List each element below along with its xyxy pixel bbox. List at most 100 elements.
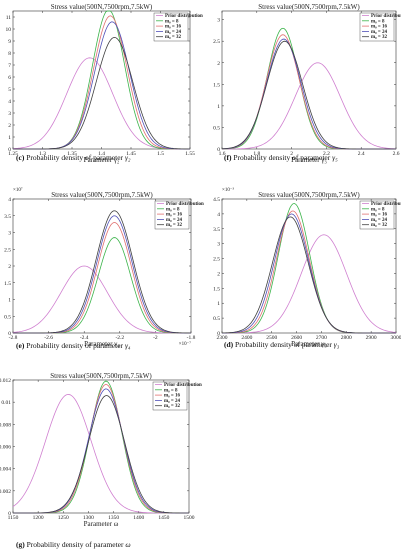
series-line [12,394,189,514]
y-tick-label: 1 [8,135,11,141]
x-tick-label: 3000 [391,335,401,341]
x-axis-label: Parameter γ₂ [84,156,120,164]
y-tick-label: 1 [217,104,220,110]
series-line [222,62,397,150]
x-tick-label: 2.6 [393,151,400,157]
legend-label: Prior distribution [166,202,204,207]
y-tick-label: 0.002 [0,489,11,495]
x-exponent: ×10⁻⁷ [179,341,191,347]
y-tick-label: 2.5 [213,39,220,45]
y-tick-label: 0 [8,147,11,153]
chart-title: Stress value(500N,7500rpm,7.5kW) [50,372,152,380]
x-tick-label: -2.8 [9,335,18,341]
y-tick-label: 2 [8,123,11,129]
y-tick-label: 3.5 [4,214,11,220]
x-tick-label: 2.4 [358,151,365,157]
legend-box [154,200,190,230]
chart-title: Stress value(500N,7500rpm,7.5kW) [51,3,153,11]
x-tick-label: 2 [290,151,293,157]
panel-caption: (c) Probability density of parameter γ₂ [16,153,131,162]
panel-caption: (d) Probability density of parameter γ₃ [224,340,340,349]
y-tick-label: 10 [6,27,12,33]
x-tick-label: 1.45 [126,151,136,157]
chart-panel: Stress value(500N,7500rpm,7.5kW) 1.25 1.3 1… [6,3,204,164]
legend-label: m₀ = 24 [164,399,181,404]
legend-label: m₀ = 16 [165,25,182,30]
y-tick-label: 2 [217,61,220,67]
x-tick-label: -2.2 [115,335,124,341]
series-line [13,237,191,334]
panel-caption: (e) Probability density of parameter γ₄ [16,341,131,350]
y-tick-label: 3 [217,242,220,248]
x-tick-label: 2600 [291,335,302,341]
y-tick-label: 3 [8,231,11,237]
x-tick-label: 1250 [58,515,69,521]
y-tick-label: 2 [8,264,11,270]
legend-label: m₀ = 32 [164,404,181,409]
x-tick-label: 1150 [8,515,19,521]
legend-label: m₀ = 24 [165,30,182,35]
y-tick-label: 7 [8,63,11,69]
y-tick-label: 0 [8,331,11,337]
plot-frame [221,10,397,150]
series-line [221,40,396,150]
panel-caption: (g) Probability density of parameter ω [16,540,131,549]
y-tick-label: 4 [8,197,11,203]
x-tick-label: -2 [153,335,158,341]
chart-panel: Stress value(500N,7500rpm,7.5kW) 2300 2400… [213,153,401,348]
legend-label: m₀ = 8 [371,19,385,24]
x-tick-label: -2.6 [44,335,53,341]
legend-label: m₀ = 32 [371,223,388,228]
x-tick-label: 1.8 [253,151,260,157]
series-line [13,215,191,334]
x-axis-label: Parameter γ₄ [84,340,120,348]
legend-label: m₀ = 8 [164,388,178,393]
series-line [221,213,396,334]
legend-label: m₀ = 24 [371,218,388,223]
y-exponent: ×10⁷ [13,187,23,193]
series-line [221,34,396,150]
y-tick-label: 1 [217,301,220,307]
legend-label: Prior distribution [371,14,401,19]
series-line [221,234,397,334]
x-tick-label: 1400 [133,515,144,521]
x-axis-label: Parameter γ₃ [291,156,327,164]
y-exponent: ×10⁻³ [222,187,234,193]
x-tick-label: -1.8 [187,335,196,341]
y-tick-label: 11 [6,15,12,21]
series-line [12,265,191,334]
x-tick-label: 1300 [83,515,94,521]
y-tick-label: 0.004 [0,467,11,473]
x-tick-label: 2300 [217,335,228,341]
series-line [221,216,396,334]
chart-title: Stress value(500N,7500rpm,7.5kW) [258,191,360,199]
chart-title: Stress value(500N,7500rpm,7.5kW) [258,3,360,11]
legend-label: Prior distribution [165,14,203,19]
x-axis-label: Parameter ω [84,520,119,528]
x-tick-label: 1.3 [39,151,46,157]
y-tick-label: 0 [217,147,220,153]
x-tick-label: 1450 [158,515,169,521]
x-tick-label: 1200 [33,515,44,521]
chart-title: Stress value(500N,7500rpm,7.5kW) [51,191,153,199]
y-tick-label: 0.5 [213,125,220,131]
y-tick-label: 9 [8,39,11,45]
series-line [13,222,192,334]
series-line [221,27,396,150]
chart-panel: Stress value(500N,7500rpm,7.5kW) 1150 1200… [0,372,202,549]
y-tick-label: 0.5 [4,314,11,320]
x-tick-label: 2400 [241,335,252,341]
legend-label: m₀ = 8 [165,19,179,24]
chart-panel: Stress value(500N,7500rpm,7.5kW) 1.6 1.8 2 2… [213,3,401,349]
y-tick-label: 4 [8,99,11,105]
legend-label: m₀ = 16 [371,213,388,218]
series-line [13,36,191,150]
y-tick-label: 1.5 [213,82,220,88]
y-tick-label: 0.012 [0,378,11,384]
y-tick-label: 0.5 [213,316,220,322]
